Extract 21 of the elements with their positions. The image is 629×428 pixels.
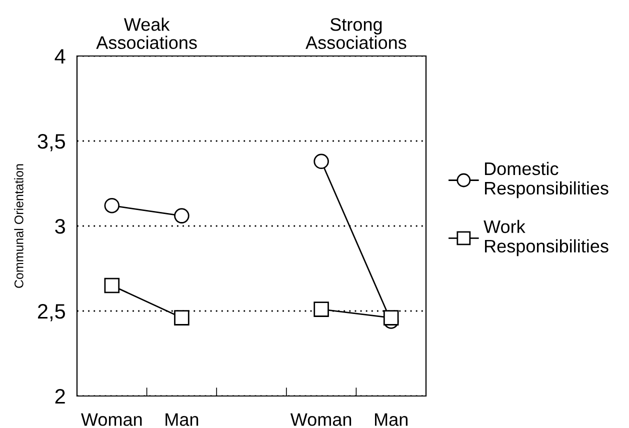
point	[314, 302, 329, 317]
text: Weak Associations	[96, 18, 197, 50]
text: Strong Associations	[306, 18, 406, 50]
y-axis-title: Communal Orientation	[14, 164, 24, 288]
y-tick-label: 4	[54, 49, 66, 64]
point	[104, 278, 120, 294]
point	[104, 198, 120, 214]
y-tick-label: 3,5	[38, 134, 66, 152]
point	[174, 208, 190, 224]
y-tick-label: 2,5	[38, 304, 66, 322]
y-tick-label: 3	[55, 219, 65, 234]
legend-label: Domestic Responsibilities	[485, 162, 608, 198]
point	[314, 154, 329, 170]
point	[174, 310, 190, 326]
x-tick-label: Woman	[290, 413, 352, 426]
x-tick-label: Man	[375, 413, 408, 426]
x-tick-label: Woman	[81, 413, 142, 426]
legend-label: Work Responsibilities	[484, 220, 608, 256]
x-tick-label: Man	[166, 413, 198, 426]
y-tick-label: 2	[55, 389, 65, 404]
point	[383, 310, 399, 326]
